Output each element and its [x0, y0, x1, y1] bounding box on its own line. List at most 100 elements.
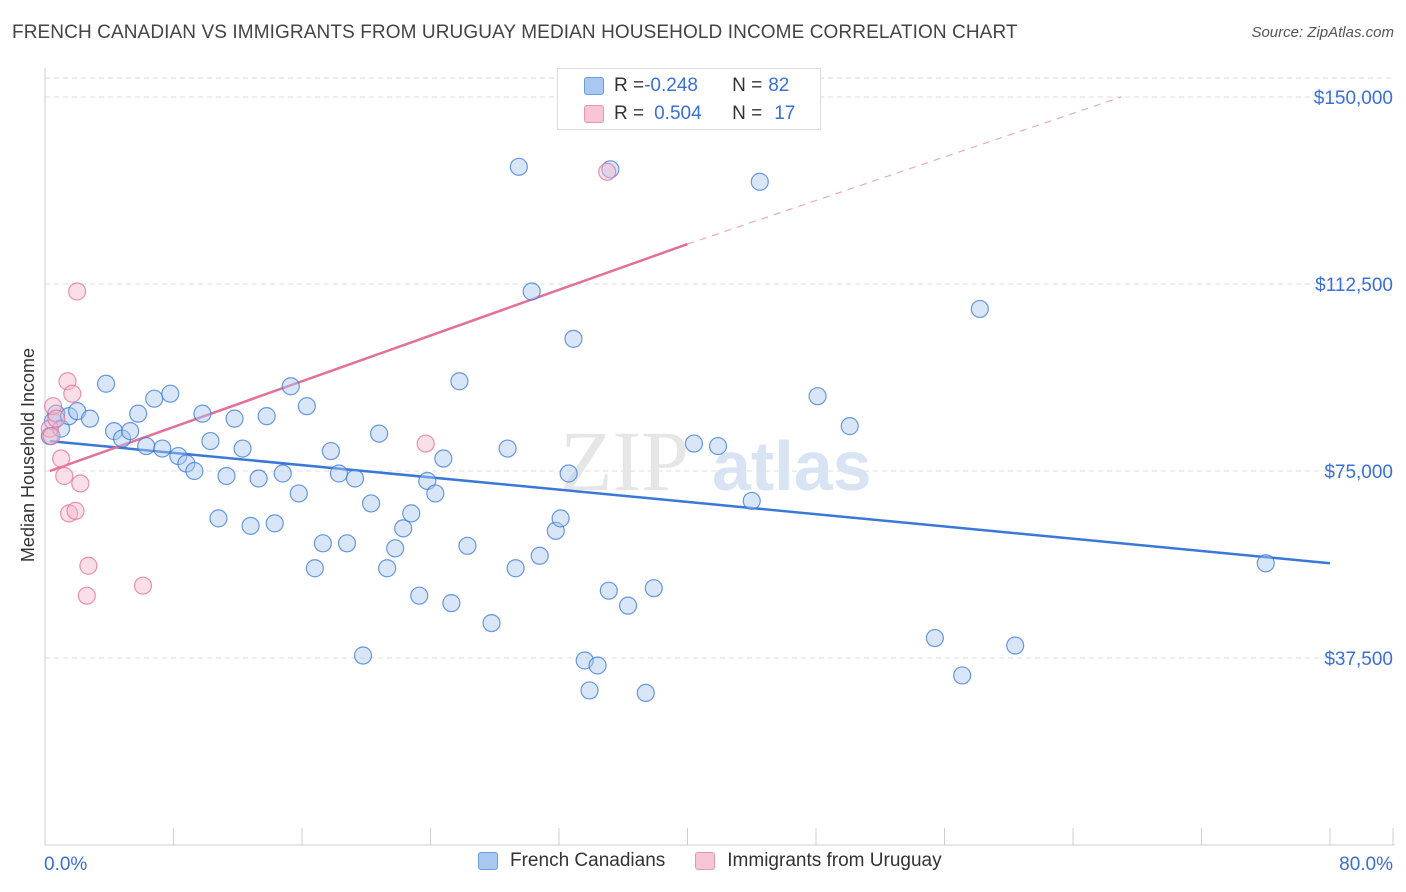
- legend-swatch-pink: [695, 852, 716, 870]
- data-point-series-1: [416, 434, 435, 453]
- legend-r-value: -0.248: [644, 75, 698, 96]
- data-point-series-0: [305, 559, 324, 578]
- data-point-series-1: [66, 501, 85, 520]
- data-point-series-0: [273, 464, 292, 483]
- data-point-series-0: [201, 431, 220, 451]
- data-point-series-0: [345, 469, 365, 488]
- series-legend: French Canadians Immigrants from Uruguay: [478, 850, 972, 872]
- legend-r-label: R =: [614, 75, 645, 96]
- data-point-series-1: [40, 419, 59, 438]
- data-point-series-0: [137, 436, 156, 456]
- data-point-series-0: [1006, 636, 1025, 655]
- data-point-series-0: [281, 377, 300, 396]
- trendline-extension-series-1: [687, 96, 1122, 245]
- data-point-series-1: [598, 162, 617, 181]
- y-tick-labels: $37,500 $75,000 $112,500 $150,000: [1314, 88, 1393, 670]
- data-point-series-0: [233, 439, 252, 458]
- y-tick-label: $150,000: [1314, 88, 1393, 109]
- data-point-series-0: [145, 389, 164, 408]
- trendline-series-1: [49, 242, 688, 473]
- data-point-series-0: [559, 464, 578, 483]
- data-point-series-0: [530, 546, 549, 565]
- data-point-series-0: [1256, 554, 1275, 573]
- data-point-series-0: [750, 172, 769, 191]
- data-point-series-0: [522, 282, 541, 301]
- data-point-series-0: [509, 157, 528, 176]
- data-point-series-0: [618, 596, 638, 615]
- data-point-series-0: [840, 417, 859, 436]
- data-point-series-0: [185, 461, 204, 481]
- watermark-zip: ZIP: [560, 413, 689, 509]
- data-point-series-0: [257, 407, 276, 426]
- data-point-series-0: [402, 504, 421, 523]
- axes: [44, 68, 1395, 846]
- data-point-series-0: [644, 579, 663, 598]
- data-points: [40, 157, 1275, 703]
- legend-n-label: N =: [732, 103, 763, 124]
- data-point-series-0: [209, 509, 228, 528]
- y-axis-label: Median Household Income: [18, 348, 38, 562]
- data-point-series-0: [153, 439, 172, 458]
- data-point-series-0: [506, 559, 525, 578]
- data-point-series-0: [129, 404, 148, 423]
- data-point-series-0: [588, 656, 607, 675]
- data-point-series-0: [482, 613, 501, 633]
- data-point-series-0: [121, 422, 140, 441]
- x-tick-label: 0.0%: [44, 854, 87, 875]
- legend-swatch-blue: [478, 852, 498, 870]
- data-point-series-0: [925, 628, 944, 648]
- data-point-series-0: [193, 404, 212, 423]
- data-point-series-0: [297, 397, 316, 416]
- data-point-series-0: [742, 491, 761, 511]
- data-point-series-1: [133, 576, 153, 595]
- trendlines: [49, 96, 1331, 565]
- gridlines: [45, 77, 1395, 659]
- data-point-series-0: [551, 509, 570, 528]
- chart-source: Source: ZipAtlas.com: [1251, 24, 1394, 41]
- data-point-series-1: [55, 466, 74, 486]
- data-point-series-1: [68, 282, 87, 301]
- data-point-series-1: [47, 409, 66, 428]
- data-point-series-0: [599, 581, 618, 600]
- data-point-series-0: [684, 434, 704, 453]
- legend-r-label: R =: [614, 103, 645, 124]
- correlation-legend: R = -0.248 N = 82 R = 0.504 N = 17: [557, 68, 821, 130]
- y-tick-label: $112,500: [1315, 275, 1393, 296]
- data-point-series-0: [410, 586, 429, 605]
- chart-title: FRENCH CANADIAN VS IMMIGRANTS FROM URUGU…: [12, 22, 1018, 43]
- data-point-series-0: [970, 299, 989, 319]
- x-tick-label: 80.0%: [1339, 854, 1393, 875]
- x-tick-labels: 0.0% 80.0%: [44, 854, 1393, 875]
- data-point-series-0: [953, 666, 972, 685]
- data-point-series-0: [225, 409, 244, 428]
- data-point-series-0: [580, 681, 599, 700]
- data-point-series-0: [289, 484, 308, 503]
- data-point-series-1: [77, 586, 96, 605]
- data-point-series-0: [450, 372, 469, 391]
- data-point-series-0: [217, 466, 236, 486]
- legend-label: French Canadians: [510, 850, 666, 871]
- y-tick-label: $37,500: [1324, 649, 1393, 670]
- data-point-series-0: [378, 559, 397, 578]
- data-point-series-0: [329, 464, 349, 483]
- data-point-series-0: [442, 594, 461, 613]
- data-point-series-0: [313, 534, 332, 553]
- data-point-series-0: [386, 539, 405, 558]
- data-point-series-0: [353, 646, 373, 665]
- data-point-series-0: [564, 329, 583, 348]
- data-point-series-0: [434, 449, 453, 468]
- legend-item-uruguay: Immigrants from Uruguay: [695, 850, 942, 872]
- data-point-series-0: [426, 484, 445, 503]
- data-point-series-0: [458, 536, 477, 555]
- data-point-series-1: [63, 384, 82, 403]
- data-point-series-0: [394, 519, 413, 538]
- data-point-series-1: [79, 556, 98, 575]
- data-point-series-0: [96, 374, 116, 393]
- data-point-series-1: [51, 449, 71, 468]
- legend-swatch-pink: [584, 105, 604, 123]
- y-tick-label: $75,000: [1324, 462, 1393, 483]
- legend-n-value: 17: [774, 103, 796, 124]
- legend-row-uruguay: R = 0.504 N = 17: [584, 101, 795, 127]
- data-point-series-0: [337, 534, 357, 553]
